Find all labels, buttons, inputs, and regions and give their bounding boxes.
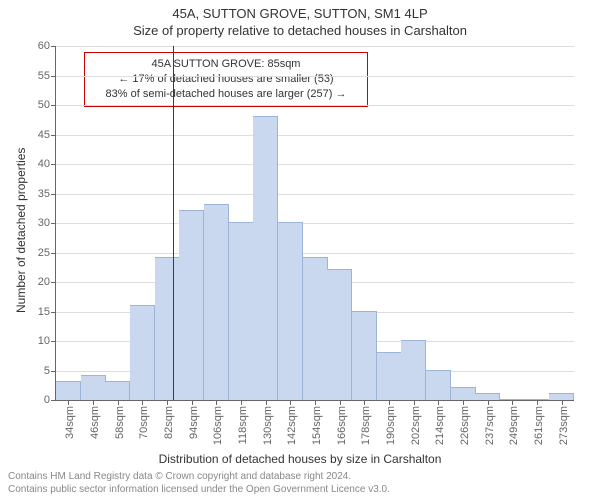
xtick-mark bbox=[562, 400, 563, 405]
chart-subtitle: Size of property relative to detached ho… bbox=[0, 21, 600, 38]
annotation-line2: ← 17% of detached houses are smaller (53… bbox=[91, 72, 361, 87]
xtick-mark bbox=[118, 400, 119, 405]
xtick-label: 178sqm bbox=[360, 406, 372, 445]
footer-credits: Contains HM Land Registry data © Crown c… bbox=[8, 471, 592, 496]
ytick-label: 45 bbox=[38, 129, 56, 141]
xtick-label: 142sqm bbox=[286, 406, 298, 445]
x-axis-label: Distribution of detached houses by size … bbox=[0, 452, 600, 466]
xtick-mark bbox=[93, 400, 94, 405]
histogram-bar bbox=[130, 305, 155, 400]
xtick-label: 261sqm bbox=[533, 406, 545, 445]
xtick-label: 166sqm bbox=[336, 406, 348, 445]
histogram-bar bbox=[549, 393, 574, 400]
ytick-label: 50 bbox=[38, 99, 56, 111]
xtick-label: 106sqm bbox=[212, 406, 224, 445]
xtick-label: 154sqm bbox=[311, 406, 323, 445]
xtick-label: 70sqm bbox=[138, 406, 150, 439]
reference-line bbox=[173, 46, 174, 400]
histogram-bar bbox=[56, 381, 81, 400]
ytick-label: 10 bbox=[38, 335, 56, 347]
gridline-h bbox=[56, 105, 574, 106]
ytick-label: 25 bbox=[38, 247, 56, 259]
gridline-h bbox=[56, 76, 574, 77]
ytick-label: 35 bbox=[38, 188, 56, 200]
xtick-mark bbox=[241, 400, 242, 405]
xtick-mark bbox=[389, 400, 390, 405]
histogram-bar bbox=[352, 311, 377, 401]
xtick-mark bbox=[192, 400, 193, 405]
ytick-label: 0 bbox=[44, 394, 56, 406]
ytick-label: 60 bbox=[38, 40, 56, 52]
xtick-label: 190sqm bbox=[385, 406, 397, 445]
ytick-label: 30 bbox=[38, 217, 56, 229]
histogram-bar bbox=[278, 222, 303, 400]
histogram-bar bbox=[401, 340, 426, 400]
ytick-label: 55 bbox=[38, 70, 56, 82]
xtick-label: 58sqm bbox=[114, 406, 126, 439]
xtick-mark bbox=[315, 400, 316, 405]
gridline-h bbox=[56, 223, 574, 224]
histogram-bar bbox=[155, 257, 180, 400]
histogram-bar bbox=[179, 210, 204, 400]
xtick-mark bbox=[488, 400, 489, 405]
gridline-h bbox=[56, 46, 574, 47]
xtick-mark bbox=[438, 400, 439, 405]
annotation-box: 45A SUTTON GROVE: 85sqm ← 17% of detache… bbox=[84, 52, 368, 107]
xtick-label: 237sqm bbox=[484, 406, 496, 445]
xtick-mark bbox=[340, 400, 341, 405]
annotation-line1: 45A SUTTON GROVE: 85sqm bbox=[91, 57, 361, 72]
y-axis-label: Number of detached properties bbox=[14, 148, 28, 313]
histogram-bar bbox=[105, 381, 130, 400]
histogram-bar bbox=[475, 393, 500, 400]
histogram-bar bbox=[327, 269, 352, 400]
chart-container: 45A, SUTTON GROVE, SUTTON, SM1 4LP Size … bbox=[0, 0, 600, 500]
xtick-mark bbox=[512, 400, 513, 405]
histogram-bar bbox=[229, 222, 254, 400]
annotation-line3: 83% of semi-detached houses are larger (… bbox=[91, 87, 361, 102]
xtick-mark bbox=[414, 400, 415, 405]
xtick-mark bbox=[167, 400, 168, 405]
histogram-bar bbox=[204, 204, 229, 400]
xtick-mark bbox=[463, 400, 464, 405]
xtick-mark bbox=[537, 400, 538, 405]
xtick-label: 34sqm bbox=[64, 406, 76, 439]
ytick-label: 40 bbox=[38, 158, 56, 170]
xtick-label: 273sqm bbox=[558, 406, 570, 445]
xtick-label: 226sqm bbox=[459, 406, 471, 445]
xtick-mark bbox=[216, 400, 217, 405]
gridline-h bbox=[56, 135, 574, 136]
gridline-h bbox=[56, 164, 574, 165]
chart-title: 45A, SUTTON GROVE, SUTTON, SM1 4LP bbox=[0, 0, 600, 21]
xtick-label: 46sqm bbox=[89, 406, 101, 439]
xtick-label: 94sqm bbox=[188, 406, 200, 439]
ytick-label: 20 bbox=[38, 276, 56, 288]
ytick-label: 5 bbox=[44, 365, 56, 377]
xtick-mark bbox=[266, 400, 267, 405]
xtick-mark bbox=[68, 400, 69, 405]
footer-line2: Contains public sector information licen… bbox=[8, 484, 592, 497]
xtick-label: 214sqm bbox=[434, 406, 446, 445]
histogram-bar bbox=[377, 352, 402, 400]
xtick-mark bbox=[364, 400, 365, 405]
histogram-bar bbox=[253, 116, 278, 400]
xtick-mark bbox=[142, 400, 143, 405]
histogram-bar bbox=[426, 370, 451, 401]
histogram-bar bbox=[451, 387, 476, 400]
gridline-h bbox=[56, 194, 574, 195]
xtick-label: 130sqm bbox=[262, 406, 274, 445]
plot-area: 45A SUTTON GROVE: 85sqm ← 17% of detache… bbox=[55, 46, 574, 401]
ytick-label: 15 bbox=[38, 306, 56, 318]
xtick-label: 249sqm bbox=[508, 406, 520, 445]
histogram-bar bbox=[303, 257, 328, 400]
xtick-label: 118sqm bbox=[237, 406, 249, 444]
histogram-bar bbox=[81, 375, 106, 400]
xtick-mark bbox=[290, 400, 291, 405]
xtick-label: 202sqm bbox=[410, 406, 422, 445]
xtick-label: 82sqm bbox=[163, 406, 175, 439]
gridline-h bbox=[56, 253, 574, 254]
footer-line1: Contains HM Land Registry data © Crown c… bbox=[8, 471, 592, 484]
